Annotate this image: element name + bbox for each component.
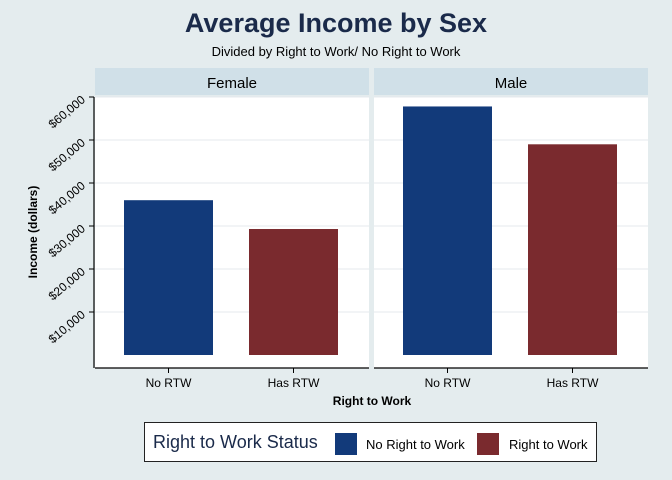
x-axis-title: Right to Work [333, 394, 412, 408]
y-axis-title: Income (dollars) [26, 186, 40, 279]
bar-male-no-rtw [403, 106, 492, 356]
panel-label-1: Male [495, 75, 528, 92]
legend-title: Right to Work Status [153, 432, 318, 452]
y-tick-label: $50,000 [46, 135, 88, 174]
panel-label-0: Female [207, 75, 257, 92]
x-tick-label: No RTW [146, 376, 192, 390]
bar-male-has-rtw [528, 144, 617, 355]
bar-female-no-rtw [124, 200, 213, 355]
bar-chart: Female No RTW Has RTW Male No RTW Has RTW $10,… [26, 68, 648, 408]
legend-label-rtw: Right to Work [509, 437, 588, 452]
y-tick-label: $60,000 [46, 92, 88, 131]
x-tick-label: Has RTW [547, 376, 599, 390]
chart-subtitle: Divided by Right to Work/ No Right to Wo… [211, 44, 461, 59]
x-tick-label: Has RTW [268, 376, 320, 390]
y-tick-label: $20,000 [46, 264, 88, 303]
panel-strip-0 [95, 68, 369, 95]
legend-swatch-rtw [477, 433, 499, 455]
panel-strip-1 [374, 68, 648, 95]
legend: Right to Work Status No Right to Work Ri… [144, 422, 597, 462]
y-tick-label: $40,000 [46, 178, 88, 217]
x-tick-label: No RTW [425, 376, 471, 390]
bar-female-has-rtw [249, 229, 338, 355]
y-tick-label: $30,000 [46, 221, 88, 260]
chart-title: Average Income by Sex [184, 8, 488, 38]
legend-label-no-rtw: No Right to Work [366, 437, 465, 452]
y-tick-label: $10,000 [46, 307, 88, 346]
legend-swatch-no-rtw [335, 433, 357, 455]
